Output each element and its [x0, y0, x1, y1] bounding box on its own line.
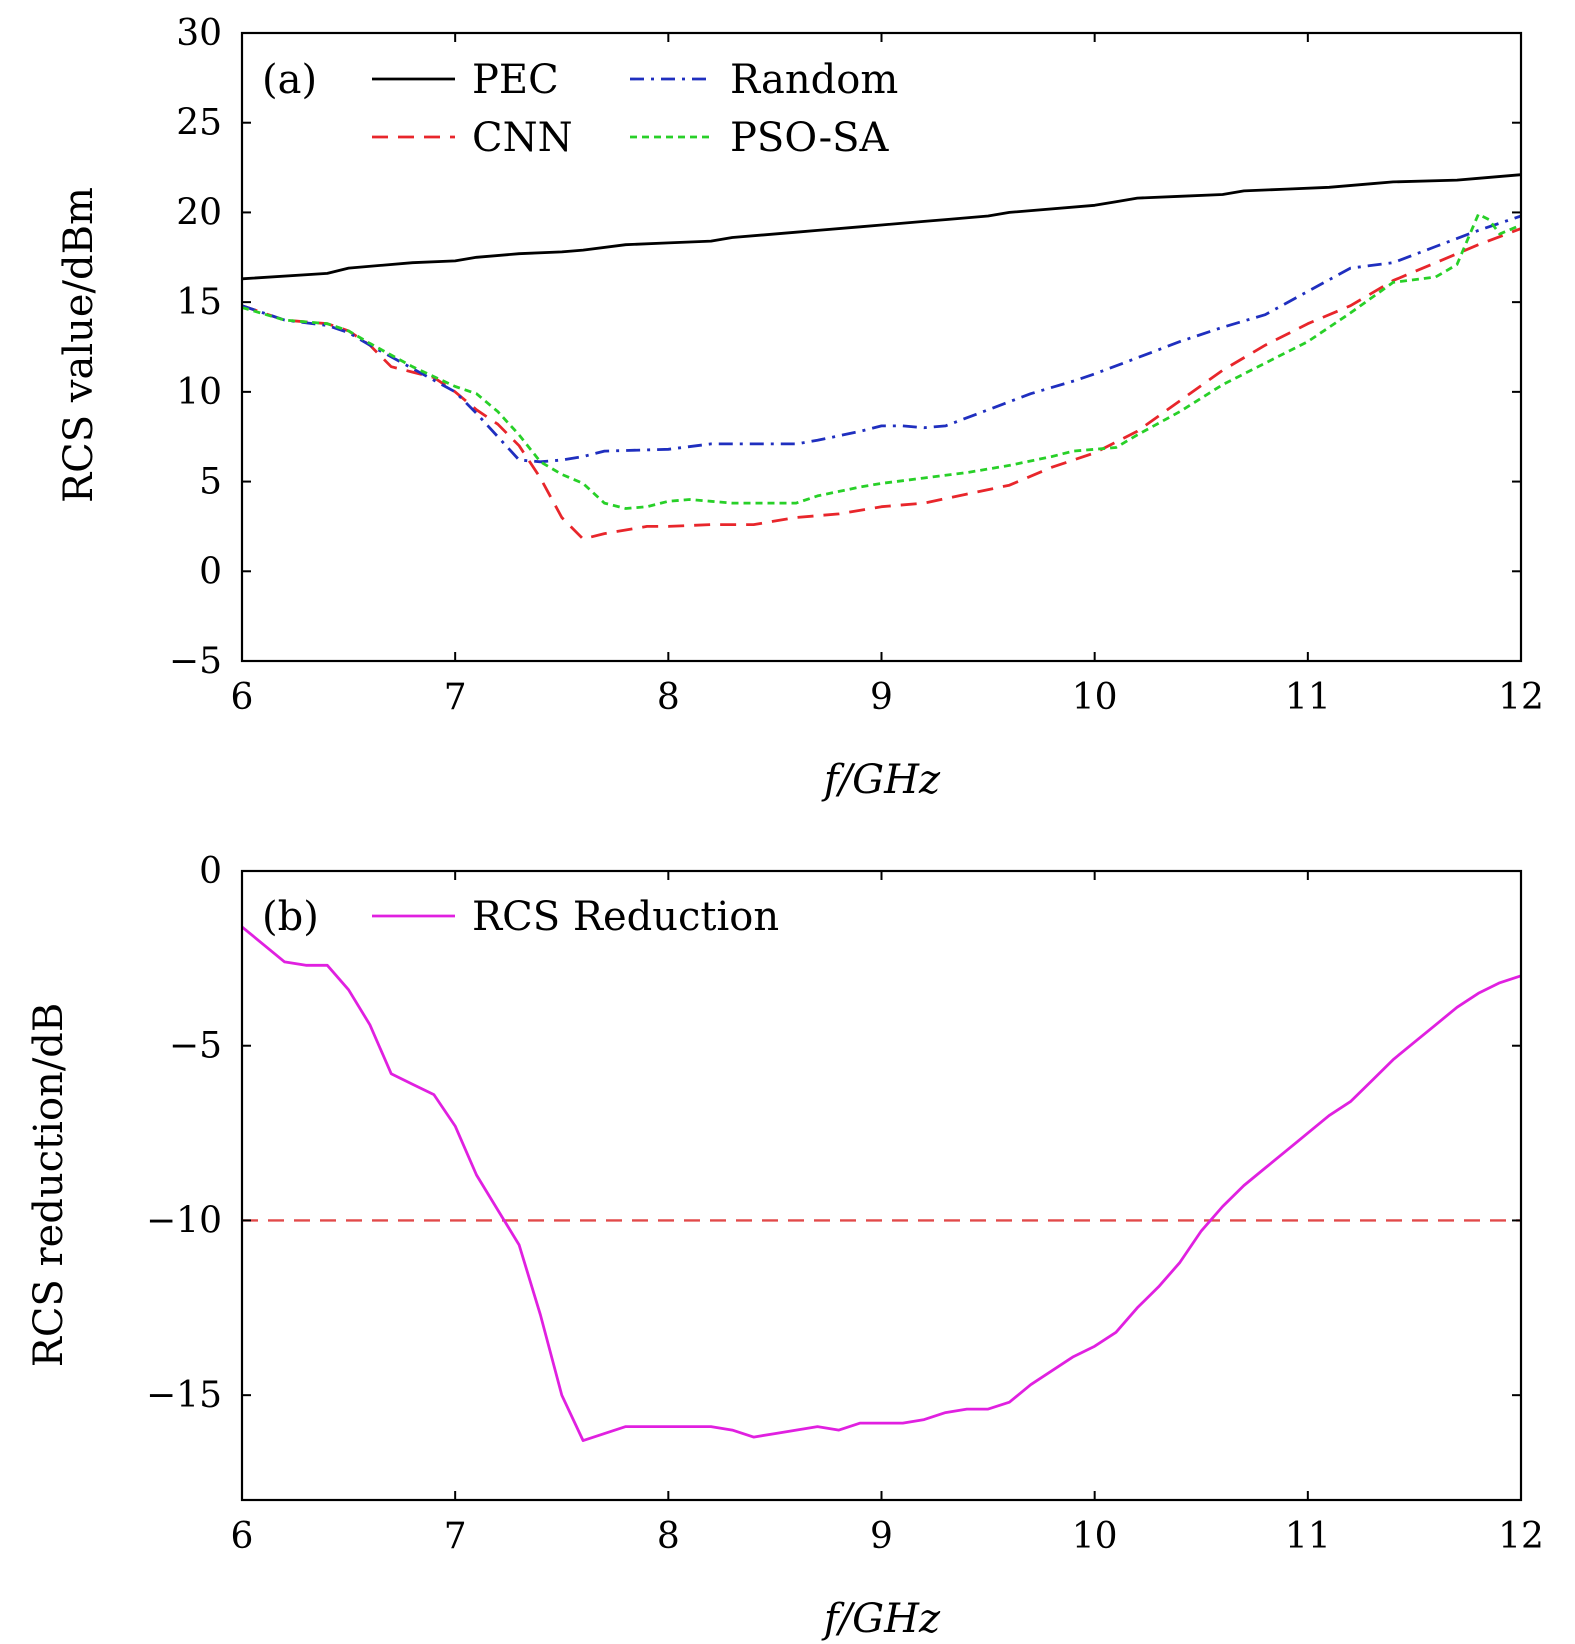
- y-tick-label: −15: [146, 1375, 222, 1416]
- panel-b-plot-frame: [240, 869, 1523, 1502]
- x-tick-label: 11: [1285, 1516, 1331, 1557]
- x-tick-label: 12: [1498, 1516, 1544, 1557]
- y-tick-label: −5: [169, 1026, 222, 1067]
- series-line-rcs-reduction: [241, 925, 1522, 1442]
- series-line-pec: [241, 173, 1522, 281]
- panel-b-series: [241, 925, 1522, 1442]
- y-tick-label: 5: [199, 462, 222, 503]
- x-tick-label: 8: [657, 1516, 680, 1557]
- x-tick-label: 12: [1498, 677, 1544, 718]
- panel-b-legend: RCS Reduction: [372, 894, 779, 940]
- y-tick-label: 25: [176, 103, 222, 144]
- x-tick-label: 10: [1072, 1516, 1118, 1557]
- legend-label-rcs-reduction: RCS Reduction: [472, 894, 779, 940]
- x-tick-label: 9: [870, 1516, 893, 1557]
- x-tick-label: 8: [657, 677, 680, 718]
- x-tick-label: 10: [1072, 677, 1118, 718]
- panel-b-y-axis-label: RCS reduction/dB: [26, 1003, 72, 1368]
- legend-label-random: Random: [730, 57, 898, 103]
- panel-b-x-axis-label: f/GHz: [821, 1596, 941, 1642]
- panel-a-x-axis-label: f/GHz: [821, 757, 941, 803]
- x-tick-label: 11: [1285, 677, 1331, 718]
- legend-label-pso-sa: PSO-SA: [730, 115, 889, 161]
- legend-label-pec: PEC: [472, 57, 559, 103]
- y-tick-label: −5: [169, 641, 222, 682]
- x-tick-label: 9: [870, 677, 893, 718]
- x-tick-label: 7: [444, 1516, 467, 1557]
- series-line-cnn: [241, 227, 1522, 541]
- panel-a-series: [241, 173, 1522, 541]
- x-tick-label: 6: [231, 1516, 254, 1557]
- panel-b-label: (b): [262, 894, 319, 940]
- y-tick-label: 30: [176, 13, 222, 54]
- series-line-random: [241, 214, 1522, 464]
- panel-b: 6 7 8 9 10 11 12 −15 −10 −5 0 (b) RCS Reduction f/…: [26, 851, 1544, 1642]
- x-tick-label: 7: [444, 677, 467, 718]
- y-tick-label: 0: [199, 851, 222, 892]
- series-line-pso-sa: [241, 212, 1522, 510]
- panel-a: 6 7 8 9 10 11 12 −5 0 5 10 15 20 25 30 (a) PEC Random …: [56, 13, 1544, 803]
- y-tick-label: 10: [176, 372, 222, 413]
- panel-a-y-axis-label: RCS value/dBm: [56, 187, 102, 503]
- panel-a-legend: PEC Random CNN PSO-SA: [372, 57, 898, 161]
- x-tick-label: 6: [231, 677, 254, 718]
- panel-b-ticks: 6 7 8 9 10 11 12 −15 −10 −5 0: [146, 851, 1544, 1557]
- panel-a-label: (a): [262, 57, 317, 103]
- y-tick-label: −10: [146, 1200, 222, 1241]
- legend-label-cnn: CNN: [472, 115, 573, 161]
- y-tick-label: 20: [176, 192, 222, 233]
- y-tick-label: 0: [199, 551, 222, 592]
- y-tick-label: 15: [176, 282, 222, 323]
- panel-a-ticks: 6 7 8 9 10 11 12 −5 0 5 10 15 20 25 30: [169, 13, 1544, 718]
